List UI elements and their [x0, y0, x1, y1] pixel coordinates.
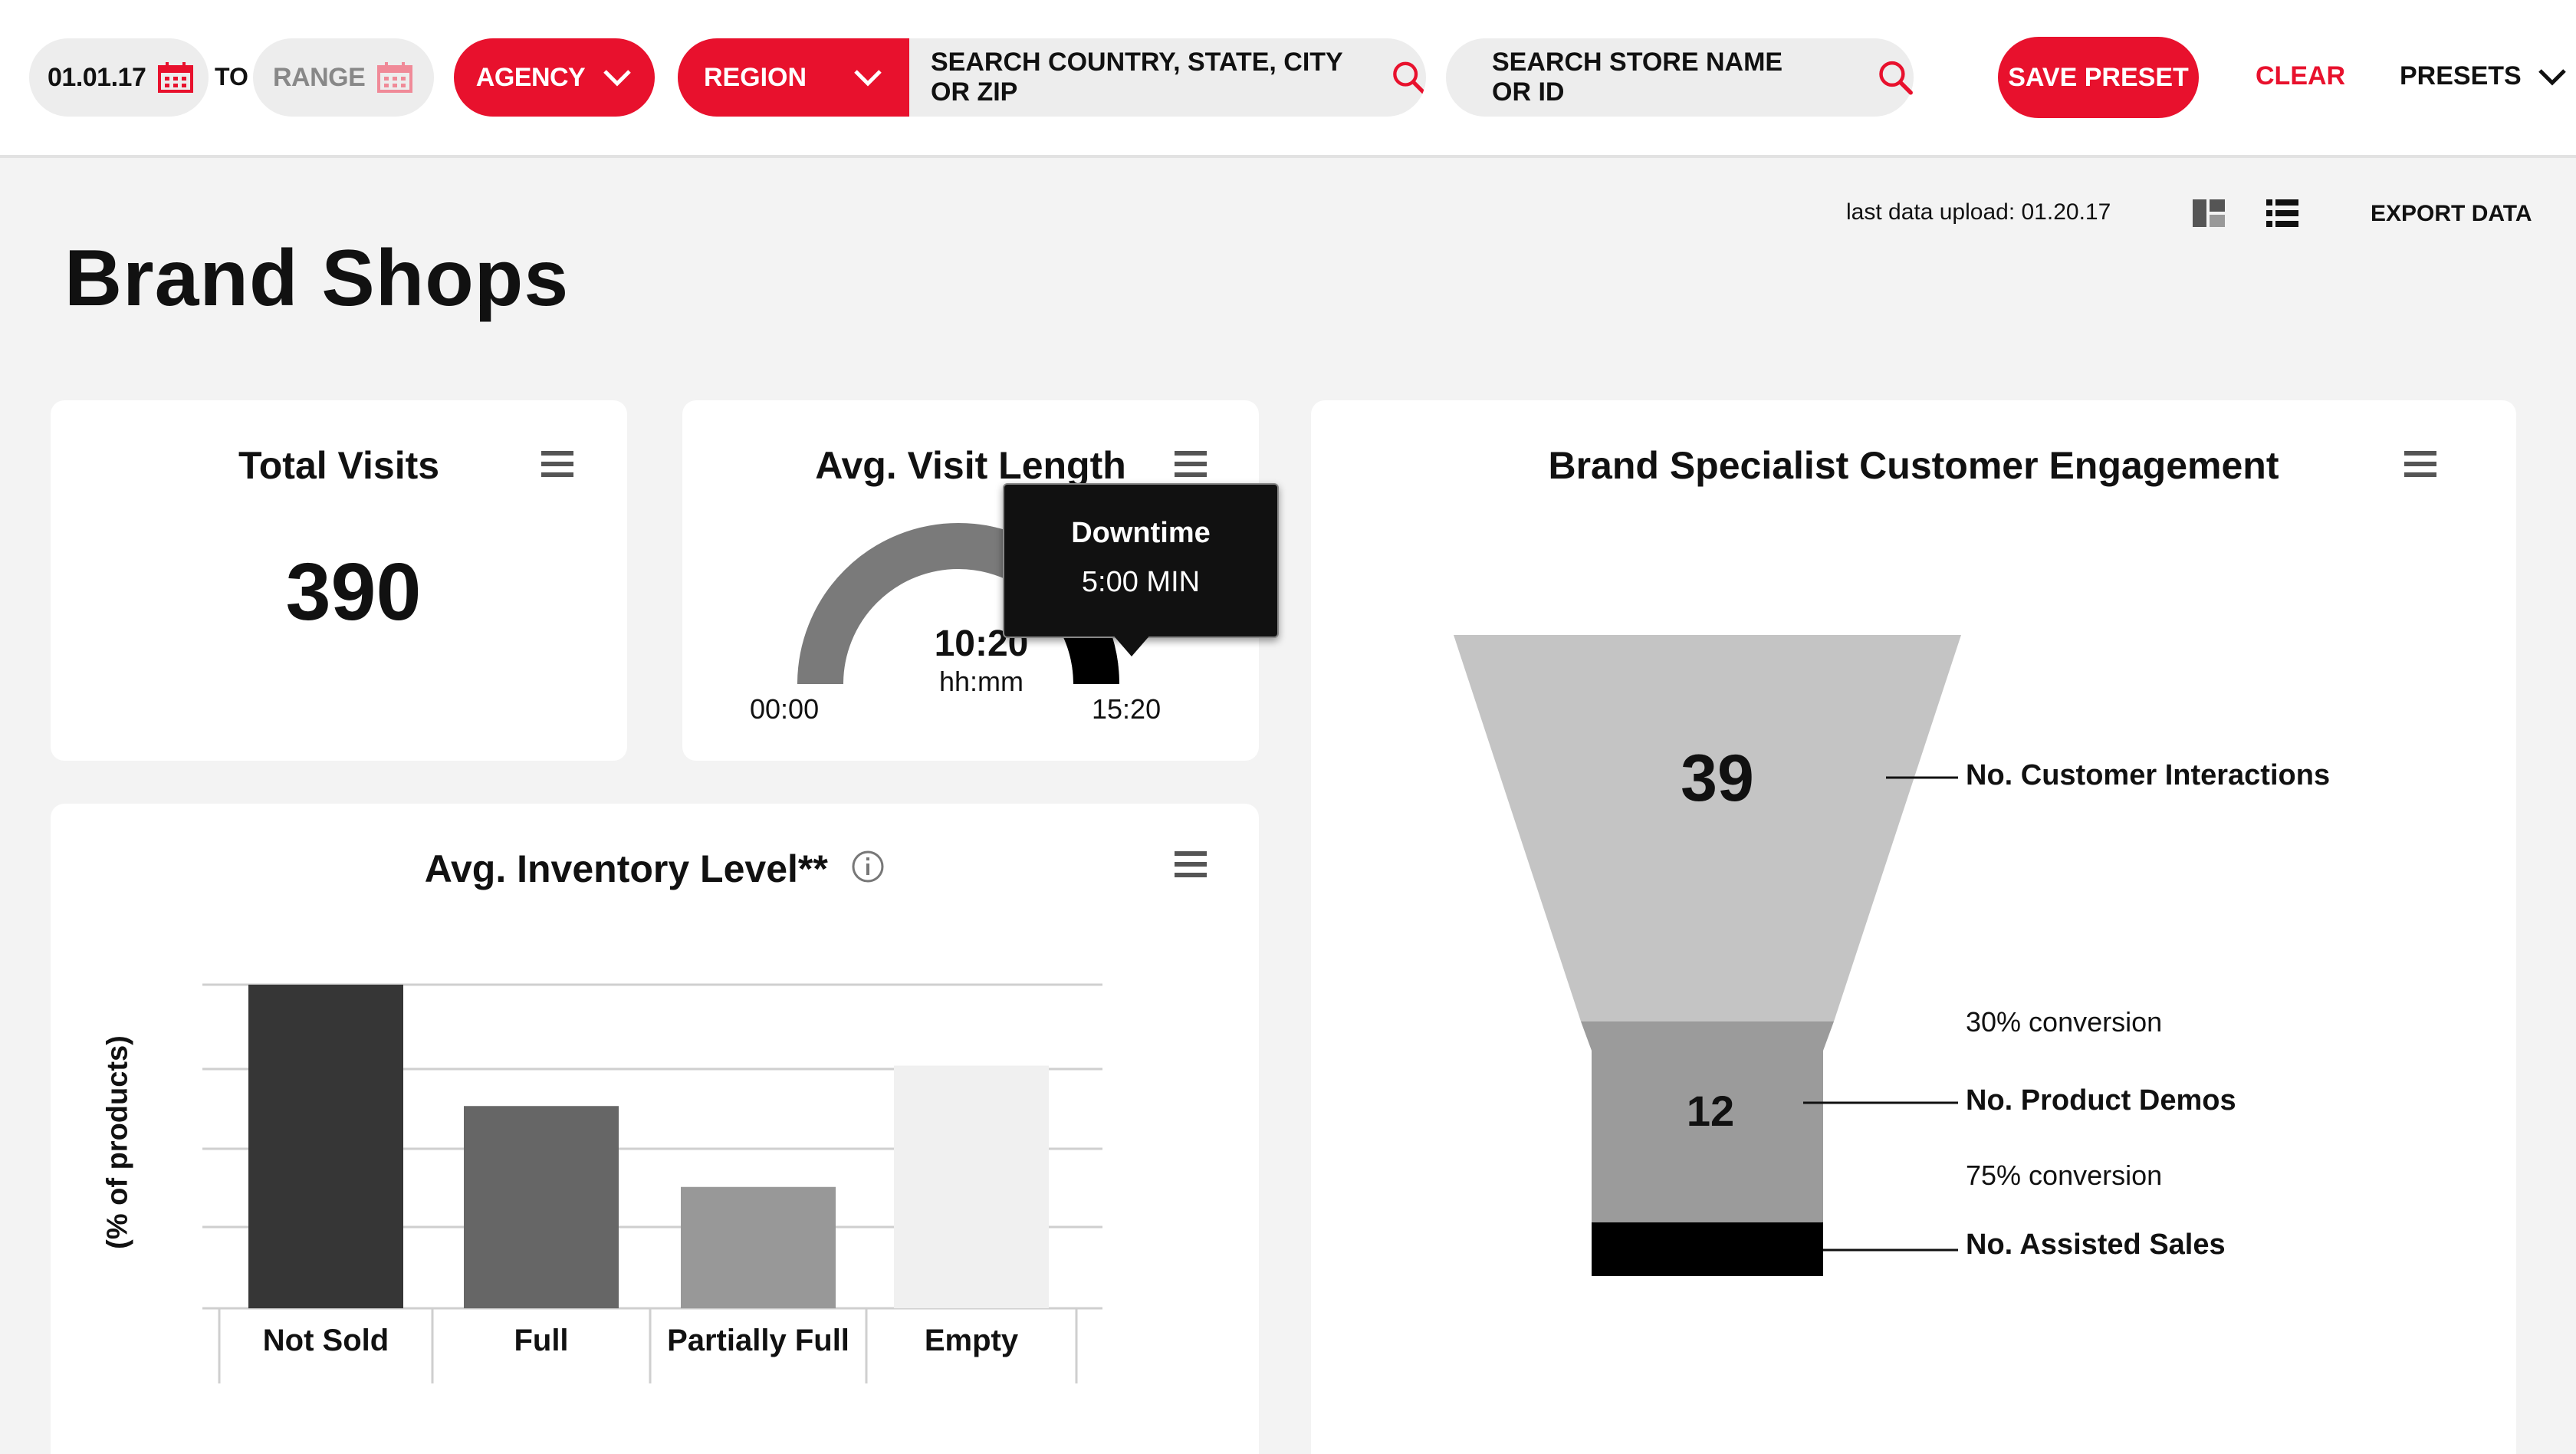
- category-label: Full: [514, 1324, 569, 1357]
- clear-button[interactable]: CLEAR: [2256, 61, 2346, 90]
- chevron-down-icon: [854, 70, 882, 87]
- engagement-card: Brand Specialist Customer Engagement: [1311, 400, 2516, 1454]
- category-label: Not Sold: [262, 1324, 389, 1357]
- region-location-search: REGION SEARCH COUNTRY, STATE, CITY OR ZI…: [678, 38, 1426, 117]
- funnel-stage-demos[interactable]: [1581, 1021, 1834, 1222]
- card-title: Brand Specialist Customer Engagement: [1548, 444, 2279, 487]
- funnel-value-demos: 12: [1686, 1087, 1735, 1135]
- menu-icon[interactable]: [2404, 451, 2436, 477]
- agency-dropdown[interactable]: AGENCY: [454, 38, 655, 117]
- chevron-down-icon: [603, 70, 632, 87]
- card-title: Avg. Inventory Level**: [424, 847, 828, 890]
- region-dropdown[interactable]: REGION: [678, 38, 909, 117]
- total-visits-value: 390: [285, 547, 422, 637]
- agency-label: AGENCY: [475, 62, 586, 92]
- funnel-stage-sales[interactable]: [1592, 1222, 1823, 1276]
- export-data-link[interactable]: EXPORT DATA: [2371, 201, 2532, 226]
- region-label: REGION: [703, 62, 807, 92]
- store-search-input[interactable]: SEARCH STORE NAME OR ID: [1446, 38, 1914, 117]
- top-filter-bar: 01.01.17 TO RANGE AGENCY REGION: [0, 0, 2576, 158]
- gauge-min-label: 00:00: [750, 693, 820, 725]
- funnel-label-interactions: No. Customer Interactions: [1966, 759, 2331, 791]
- inventory-title-row: Avg. Inventory Level**: [51, 847, 1259, 891]
- presets-dropdown[interactable]: PRESETS: [2400, 61, 2568, 91]
- bar-partially-full[interactable]: [681, 1186, 836, 1308]
- bar-not-sold[interactable]: [248, 985, 403, 1308]
- search-icon[interactable]: [1878, 58, 1914, 97]
- bar-empty[interactable]: [894, 1065, 1049, 1309]
- grid-view-icon[interactable]: [2193, 199, 2225, 227]
- calendar-icon: [158, 62, 194, 93]
- funnel-label-sales: No. Assisted Sales: [1966, 1229, 2226, 1261]
- location-search-input[interactable]: SEARCH COUNTRY, STATE, CITY OR ZIP: [909, 38, 1426, 117]
- save-preset-button[interactable]: SAVE PRESET: [1998, 37, 2199, 118]
- presets-label: PRESETS: [2400, 61, 2522, 90]
- funnel-label-demos: No. Product Demos: [1966, 1084, 2236, 1117]
- to-label: TO: [215, 63, 248, 90]
- funnel-value-interactions: 39: [1681, 742, 1754, 815]
- menu-icon[interactable]: [1175, 851, 1207, 877]
- card-title: Avg. Visit Length: [815, 444, 1126, 487]
- tooltip-pointer: [1112, 633, 1152, 656]
- search-icon[interactable]: [1392, 58, 1426, 97]
- date-range-picker[interactable]: RANGE: [253, 38, 434, 117]
- total-visits-card: Total Visits 390: [51, 400, 627, 761]
- card-title: Total Visits: [238, 444, 440, 487]
- downtime-tooltip: Downtime 5:00 MIN: [1003, 483, 1279, 638]
- chevron-down-icon: [2538, 68, 2566, 86]
- tooltip-value: 5:00 MIN: [1081, 566, 1201, 598]
- date-from-picker[interactable]: 01.01.17: [29, 38, 209, 117]
- range-placeholder: RANGE: [273, 62, 366, 92]
- menu-icon[interactable]: [1175, 451, 1207, 477]
- calendar-icon: [377, 62, 413, 93]
- menu-icon[interactable]: [541, 451, 573, 477]
- gauge-unit: hh:mm: [938, 666, 1024, 697]
- gauge-max-label: 15:20: [1092, 693, 1162, 725]
- funnel-stage-interactions[interactable]: [1454, 635, 1961, 1021]
- last-upload-text: last data upload: 01.20.17: [1846, 199, 2111, 225]
- store-search-placeholder: SEARCH STORE NAME OR ID: [1492, 48, 1783, 107]
- bar-full[interactable]: [464, 1106, 619, 1308]
- avg-visit-length-card: Avg. Visit Length 00:00 15:20 10:20 hh:m…: [682, 400, 1259, 761]
- conversion-label: 30% conversion: [1966, 1006, 2163, 1038]
- category-label: Empty: [924, 1324, 1019, 1357]
- page-title: Brand Shops: [64, 234, 570, 323]
- date-from-value: 01.01.17: [48, 62, 146, 92]
- tooltip-title: Downtime: [1071, 517, 1211, 549]
- save-preset-label: SAVE PRESET: [2008, 62, 2189, 92]
- category-label: Partially Full: [667, 1324, 849, 1357]
- location-search-placeholder: SEARCH COUNTRY, STATE, CITY OR ZIP: [931, 48, 1343, 107]
- list-view-icon[interactable]: [2266, 199, 2298, 227]
- conversion-label: 75% conversion: [1966, 1160, 2163, 1191]
- info-icon[interactable]: [851, 850, 885, 883]
